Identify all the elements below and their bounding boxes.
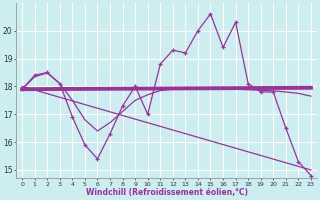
X-axis label: Windchill (Refroidissement éolien,°C): Windchill (Refroidissement éolien,°C) <box>85 188 248 197</box>
